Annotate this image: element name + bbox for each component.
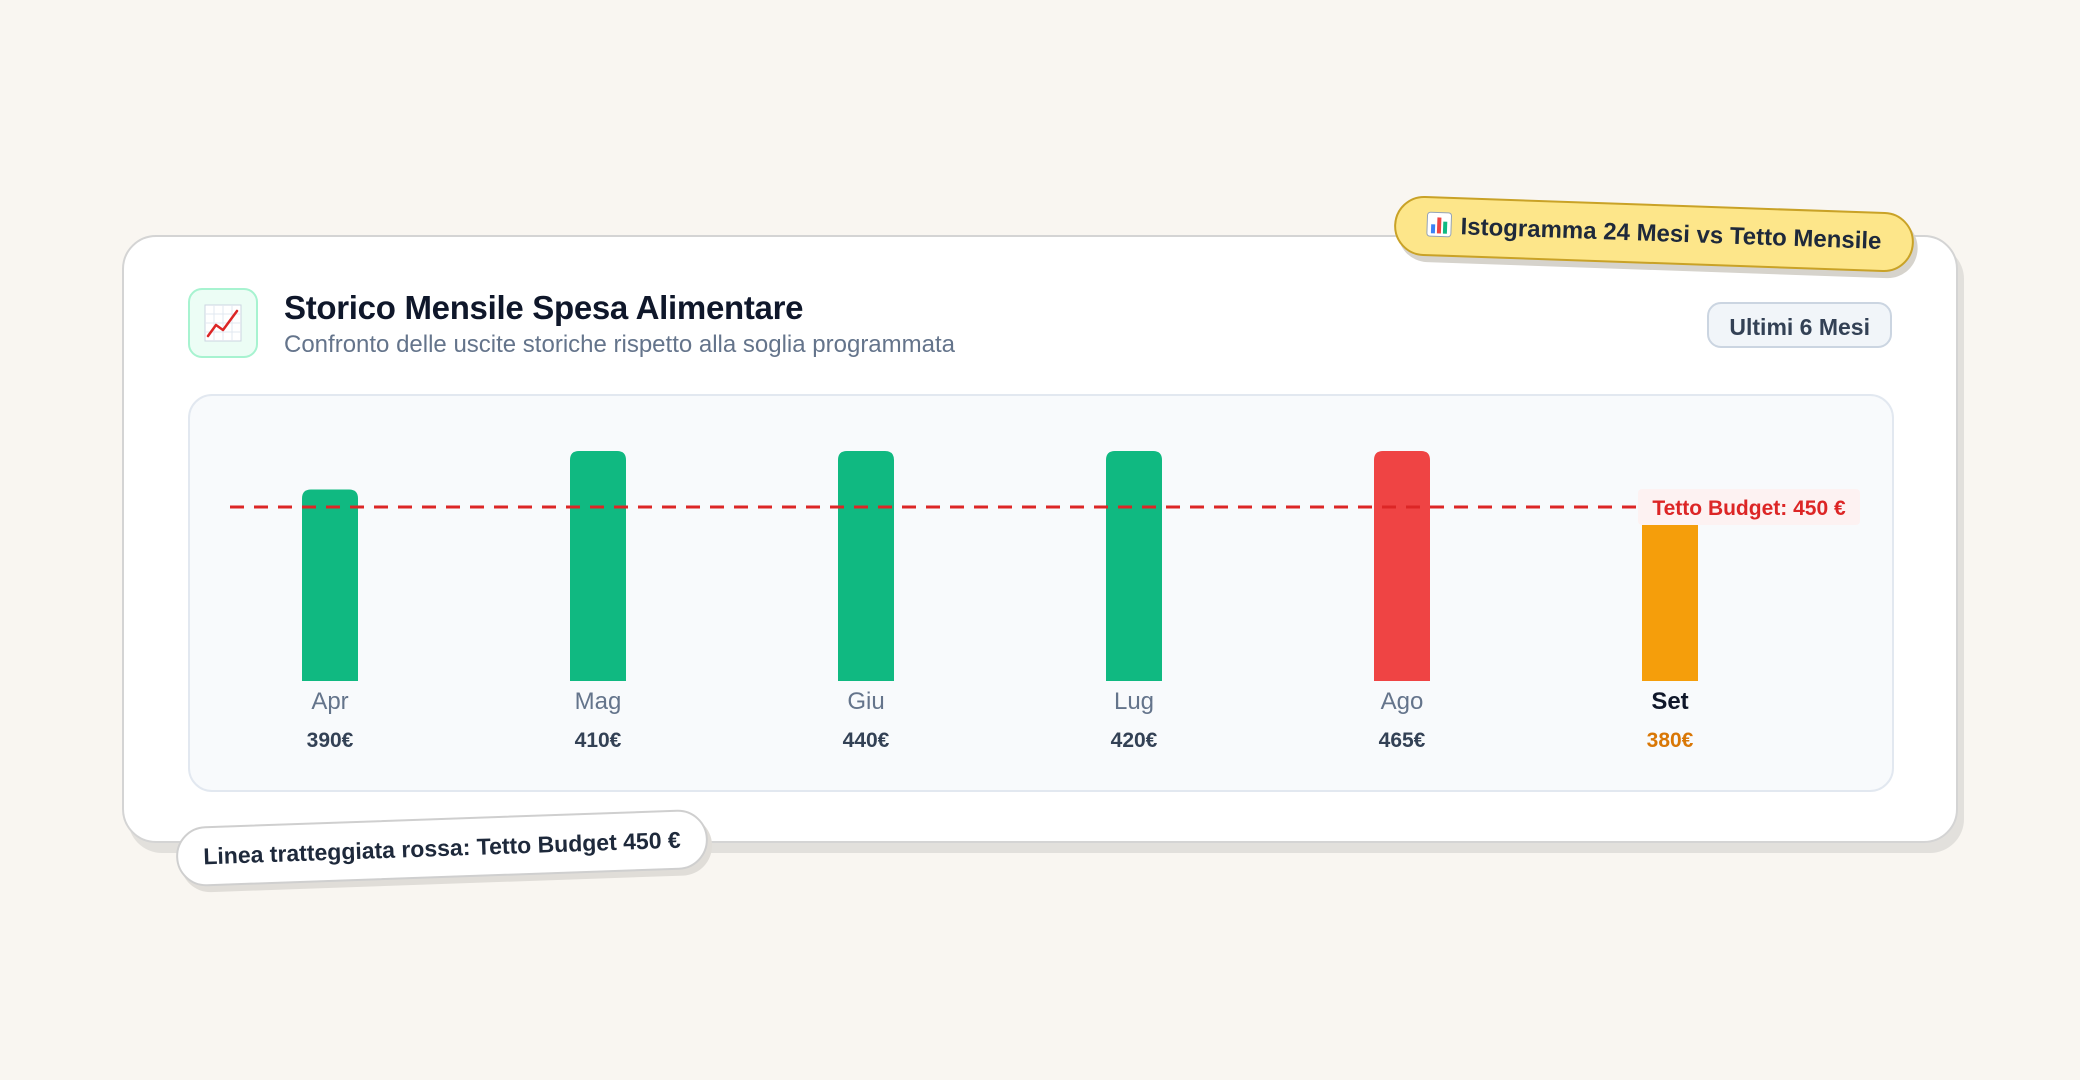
chart-area: Apr 390€ Mag 410€ Giu 440€ Lug 420€ Ago 465€ Set 38… (188, 394, 1894, 792)
chart-increasing-icon (188, 288, 258, 358)
category-label-set: Set (1651, 688, 1688, 715)
bar-giu[interactable] (838, 451, 894, 681)
bar-set[interactable] (1642, 516, 1698, 681)
value-label-lug: 420€ (1111, 729, 1158, 752)
value-label-giu: 440€ (843, 729, 890, 752)
chart-card: Storico Mensile Spesa Alimentare Confron… (122, 235, 1958, 843)
period-badge[interactable]: Ultimi 6 Mesi (1707, 302, 1892, 348)
value-label-apr: 390€ (307, 729, 354, 752)
bar-mag[interactable] (570, 451, 626, 681)
value-label-mag: 410€ (575, 729, 622, 752)
category-label-giu: Giu (847, 688, 884, 715)
category-label-ago: Ago (1381, 688, 1424, 715)
bar-apr[interactable] (302, 489, 358, 682)
category-label-lug: Lug (1114, 688, 1154, 715)
bar-ago[interactable] (1374, 451, 1430, 681)
chart-type-tag: Istogramma 24 Mesi vs Tetto Mensile (1393, 194, 1915, 274)
chart-type-tag-label: Istogramma 24 Mesi vs Tetto Mensile (1460, 213, 1882, 255)
category-label-mag: Mag (575, 688, 622, 715)
bar-lug[interactable] (1106, 451, 1162, 681)
threshold-label: Tetto Budget: 450 € (1652, 497, 1846, 520)
page-subtitle: Confronto delle uscite storiche rispetto… (284, 331, 956, 358)
page-title: Storico Mensile Spesa Alimentare (284, 289, 804, 326)
bar-chart-icon (1426, 202, 1454, 259)
value-label-set: 380€ (1647, 729, 1694, 752)
category-label-apr: Apr (311, 688, 348, 715)
bar-chart: Apr 390€ Mag 410€ Giu 440€ Lug 420€ Ago 465€ Set 38… (230, 451, 1860, 752)
threshold-label-background (1638, 489, 1860, 525)
value-label-ago: 465€ (1379, 729, 1426, 752)
